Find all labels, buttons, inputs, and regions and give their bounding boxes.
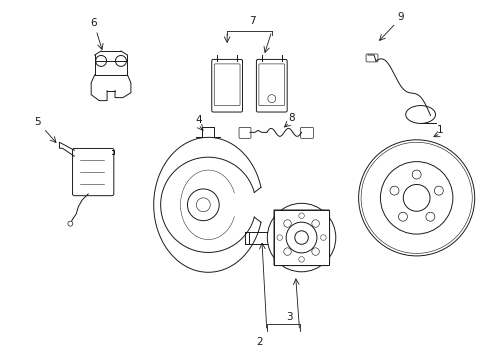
Text: 2: 2: [256, 337, 263, 347]
Text: 7: 7: [248, 16, 255, 26]
Text: 1: 1: [436, 125, 443, 135]
Circle shape: [68, 221, 73, 226]
FancyBboxPatch shape: [300, 127, 313, 138]
FancyBboxPatch shape: [72, 148, 114, 196]
FancyBboxPatch shape: [239, 127, 250, 138]
Text: 8: 8: [288, 113, 294, 123]
Text: 3: 3: [286, 312, 292, 322]
Text: 4: 4: [195, 116, 201, 126]
FancyBboxPatch shape: [274, 210, 328, 265]
Text: 6: 6: [90, 18, 96, 28]
FancyBboxPatch shape: [256, 59, 286, 112]
FancyBboxPatch shape: [211, 59, 242, 112]
FancyBboxPatch shape: [366, 54, 377, 62]
Text: 5: 5: [34, 117, 41, 127]
Text: 9: 9: [397, 12, 403, 22]
